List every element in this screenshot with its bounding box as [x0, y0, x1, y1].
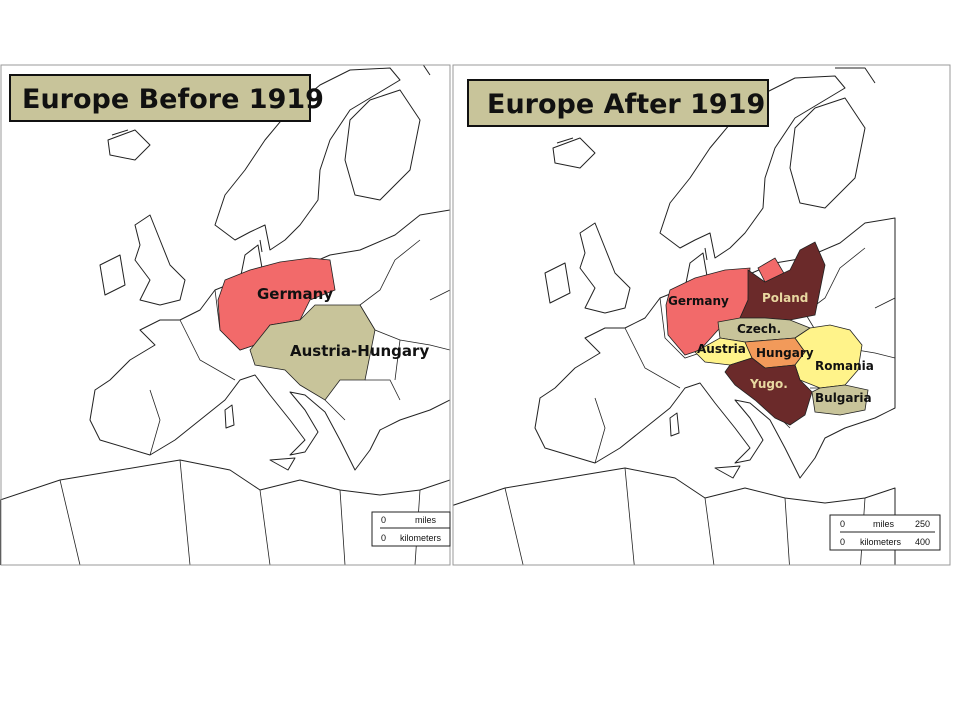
scale-bar: 0 miles 0 kilometers: [371, 511, 451, 547]
map-frame: [0, 64, 451, 566]
map-frame: [452, 64, 951, 566]
scale-text: kilometers: [400, 533, 442, 543]
country-label: Yugo.: [749, 377, 788, 391]
country-label: Bulgaria: [815, 391, 872, 405]
poland-region: [739, 241, 826, 321]
map-title: Europe After 1919: [487, 89, 765, 120]
germany-region: [217, 257, 336, 351]
bulgaria-region: [811, 384, 869, 416]
country-label: Germany: [668, 294, 729, 308]
title-box: [467, 79, 769, 127]
scale-text: miles: [415, 515, 437, 525]
scale-text: 0: [840, 537, 845, 547]
map-before: Europe Before 1919 Germany Austria-Hunga…: [0, 64, 451, 566]
scale-text: kilometers: [860, 537, 902, 547]
romania-region: [794, 324, 863, 389]
scale-text: 0: [840, 519, 845, 529]
country-label: Poland: [762, 291, 808, 305]
map-title: Europe Before 1919: [22, 84, 324, 115]
country-label: Germany: [257, 285, 333, 303]
country-label: Romania: [815, 359, 874, 373]
austria-hungary-region: [249, 304, 376, 401]
title-box: [9, 74, 311, 122]
map-after: Europe After 1919 Germany Poland Czech. …: [452, 64, 951, 566]
country-label: Hungary: [756, 346, 814, 360]
scale-bar: 0 miles 250 0 kilometers 400: [829, 514, 941, 551]
yugoslavia-region: [724, 357, 813, 426]
scale-text: 0: [381, 533, 386, 543]
country-label: Czech.: [737, 322, 781, 336]
country-label: Austria-Hungary: [290, 342, 429, 360]
scale-text: 0: [381, 515, 386, 525]
scale-text: 250: [915, 519, 930, 529]
scale-text: miles: [873, 519, 895, 529]
scale-text: 400: [915, 537, 930, 547]
country-label: Austria: [697, 342, 746, 356]
